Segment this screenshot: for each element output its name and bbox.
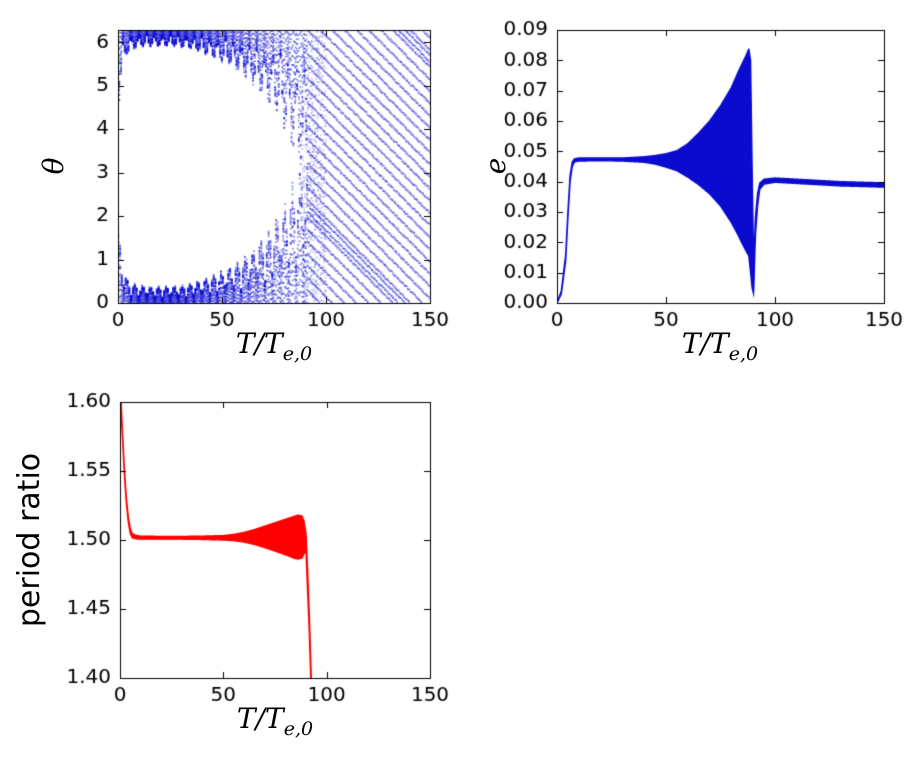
x-axis-label-subscript: e,0: [283, 718, 314, 740]
x-axis-label-subscript: e,0: [282, 343, 313, 365]
period-ratio-x-axis-label: T/Te,0: [237, 705, 313, 739]
theta-x-axis-label: T/Te,0: [236, 330, 312, 364]
period-ratio-y-axis-label: period ratio: [12, 452, 47, 628]
eccentricity-x-axis-label: T/Te,0: [682, 330, 758, 364]
theta-y-axis-label: θ: [37, 157, 70, 175]
eccentricity-y-axis-label: e: [479, 157, 512, 175]
x-axis-label-text: T/T: [236, 702, 284, 735]
x-axis-label-subscript: e,0: [728, 343, 759, 365]
x-axis-label-text: T/T: [235, 327, 283, 360]
x-axis-label-text: T/T: [681, 327, 729, 360]
